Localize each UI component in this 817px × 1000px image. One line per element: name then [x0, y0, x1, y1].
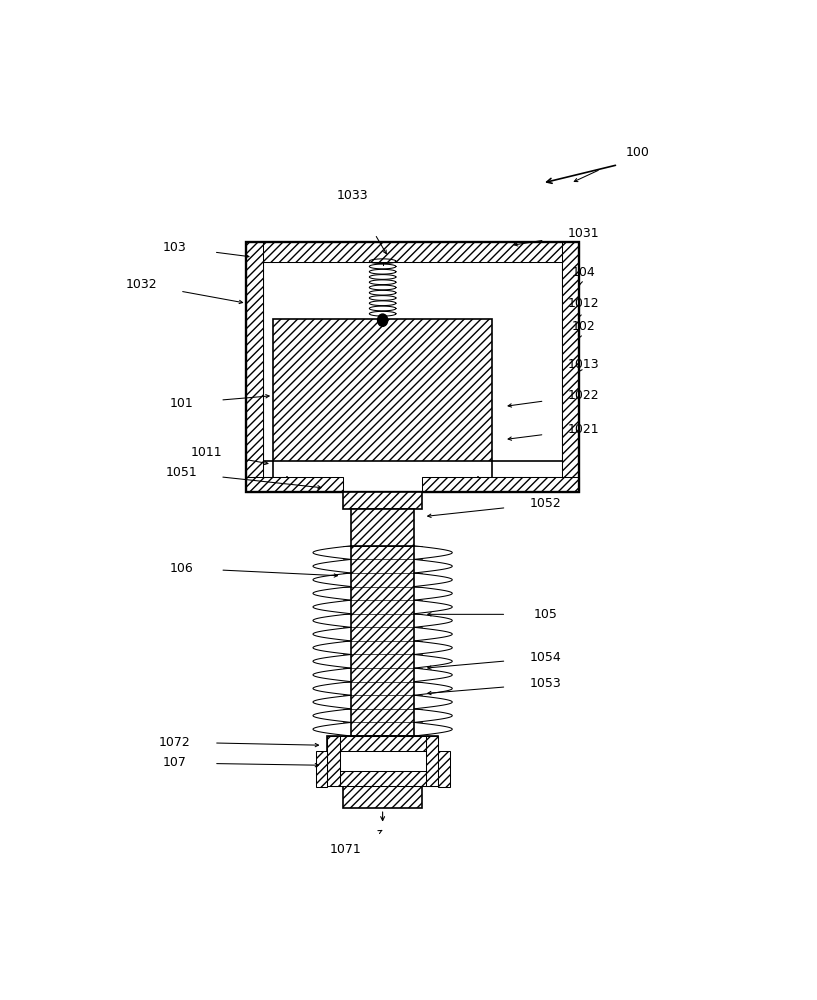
Bar	[327, 736, 439, 786]
Text: 1071: 1071	[330, 843, 362, 856]
Bar	[562, 242, 579, 492]
Bar	[315, 751, 327, 787]
Text: 106: 106	[169, 562, 193, 575]
Text: 1013: 1013	[568, 358, 599, 371]
Bar	[247, 242, 263, 492]
Bar	[343, 492, 422, 509]
Circle shape	[377, 314, 388, 326]
Text: 105: 105	[534, 608, 557, 621]
Bar	[273, 319, 492, 461]
Text: 1021: 1021	[568, 423, 599, 436]
Bar	[426, 736, 439, 786]
Bar	[351, 546, 414, 736]
Bar	[422, 477, 579, 492]
Text: 1072: 1072	[159, 736, 191, 749]
Text: 101: 101	[169, 397, 193, 410]
Text: 107: 107	[163, 756, 187, 769]
Text: 1051: 1051	[165, 466, 197, 479]
Text: 1033: 1033	[337, 189, 368, 202]
Text: 1052: 1052	[529, 497, 561, 510]
Bar	[247, 242, 579, 262]
Text: 1032: 1032	[126, 278, 157, 291]
Bar	[247, 477, 343, 492]
Text: 1011: 1011	[191, 446, 222, 459]
Text: 1054: 1054	[529, 651, 561, 664]
Text: 1012: 1012	[568, 297, 599, 310]
Bar	[247, 242, 579, 492]
Text: 1053: 1053	[529, 677, 561, 690]
Bar	[351, 509, 414, 546]
Bar	[327, 736, 439, 751]
Text: 102: 102	[571, 320, 596, 333]
Text: 1022: 1022	[568, 389, 599, 402]
Bar	[327, 736, 340, 786]
Text: 1031: 1031	[568, 227, 599, 240]
Text: 103: 103	[163, 241, 187, 254]
Bar	[343, 786, 422, 808]
Text: 100: 100	[625, 146, 649, 159]
Bar	[439, 751, 449, 787]
Text: 104: 104	[571, 266, 596, 279]
Bar	[327, 771, 439, 786]
